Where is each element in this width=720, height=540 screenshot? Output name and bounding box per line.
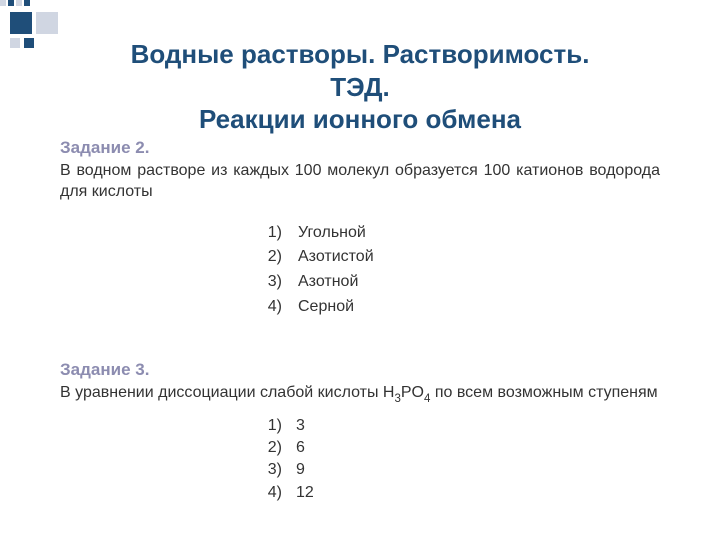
task-2-option: 2) Азотистой: [260, 245, 660, 270]
task-3-label: Задание 3.: [60, 360, 660, 380]
task-3-body-suffix: по всем возможным ступеням: [430, 384, 657, 401]
deco-square: [0, 0, 6, 6]
title-line-1: Водные растворы. Растворимость.: [0, 38, 720, 71]
task-3-body: В уравнении диссоциации слабой кислоты H…: [60, 382, 660, 407]
task-3-option: 4) 12: [260, 482, 660, 504]
task-2-option: 3) Азотной: [260, 270, 660, 295]
task-2-option: 4) Серной: [260, 295, 660, 320]
task-3-options: 1) 3 2) 6 3) 9 4) 12: [260, 415, 660, 505]
deco-square: [10, 38, 20, 48]
title-line-3: Реакции ионного обмена: [0, 103, 720, 136]
title-line-2: ТЭД.: [0, 71, 720, 104]
deco-square: [36, 12, 58, 34]
task-3-option: 3) 9: [260, 459, 660, 481]
option-text: Азотной: [298, 270, 358, 295]
option-text: Серной: [298, 295, 354, 320]
content-area: Задание 2. В водном растворе из каждых 1…: [0, 138, 720, 505]
deco-square: [24, 38, 34, 48]
option-index: 4): [260, 295, 282, 320]
option-text: Угольной: [298, 221, 366, 246]
page-title: Водные растворы. Растворимость. ТЭД. Реа…: [0, 0, 720, 136]
task-3-option: 1) 3: [260, 415, 660, 437]
option-index: 4): [260, 482, 282, 504]
task-3-sub3: 3: [394, 393, 400, 405]
task-2-body: В водном растворе из каждых 100 молекул …: [60, 160, 660, 203]
option-text: 6: [296, 437, 305, 459]
option-index: 3): [260, 270, 282, 295]
task-2-label: Задание 2.: [60, 138, 149, 157]
option-index: 2): [260, 245, 282, 270]
task-3-block: Задание 3. В уравнении диссоциации слабо…: [60, 360, 660, 407]
option-text: 12: [296, 482, 314, 504]
task-3-body-prefix: В уравнении диссоциации слабой кислоты H: [60, 384, 394, 401]
task-2-option: 1) Угольной: [260, 221, 660, 246]
deco-square: [8, 0, 14, 6]
deco-square: [16, 0, 22, 6]
option-text: 9: [296, 459, 305, 481]
task-2-block: Задание 2. В водном растворе из каждых 1…: [60, 138, 660, 203]
option-index: 1): [260, 415, 282, 437]
task-3-option: 2) 6: [260, 437, 660, 459]
option-index: 3): [260, 459, 282, 481]
deco-square: [10, 12, 32, 34]
deco-square: [24, 0, 30, 6]
option-text: 3: [296, 415, 305, 437]
option-index: 1): [260, 221, 282, 246]
option-index: 2): [260, 437, 282, 459]
task-3-body-mid: PO: [401, 384, 424, 401]
option-text: Азотистой: [298, 245, 374, 270]
task-3-sub4: 4: [424, 393, 430, 405]
task-2-options: 1) Угольной 2) Азотистой 3) Азотной 4) С…: [260, 221, 660, 320]
